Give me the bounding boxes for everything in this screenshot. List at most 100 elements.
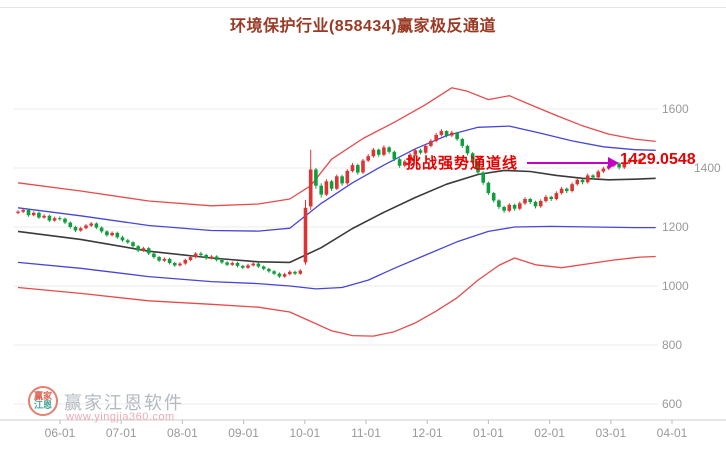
candle-body <box>256 263 261 267</box>
candle-body <box>455 132 459 140</box>
watermark-url: www.yingjia360.com <box>66 411 175 423</box>
candle-body <box>366 156 370 161</box>
candle-body <box>73 227 78 231</box>
candle-body <box>580 179 585 183</box>
candle-body <box>617 163 621 168</box>
candle-body <box>42 215 46 218</box>
candle-body <box>518 203 522 209</box>
candle-body <box>152 253 156 258</box>
candle-body <box>68 222 73 227</box>
candle-body <box>99 227 104 232</box>
x-axis-label: 02-01 <box>534 426 565 440</box>
candle-body <box>21 209 25 212</box>
candle-body <box>235 263 240 266</box>
candle-body <box>413 150 418 155</box>
x-axis-label: 06-01 <box>45 426 76 440</box>
candle-body <box>230 263 235 265</box>
candle-body <box>465 145 470 154</box>
candle-body <box>193 253 198 258</box>
candle-body <box>476 162 480 173</box>
candle-body <box>392 151 397 160</box>
candle-body <box>340 176 344 184</box>
candle-body <box>361 160 365 173</box>
top-border-line <box>0 7 726 8</box>
candle-body <box>470 153 475 163</box>
candle-body <box>622 162 627 168</box>
candle-body <box>596 171 600 178</box>
candle-body <box>533 201 538 207</box>
candle-body <box>214 256 219 260</box>
candle-body <box>84 225 88 229</box>
candle-body <box>507 204 512 211</box>
candle-body <box>565 188 569 192</box>
candle-body <box>528 199 532 202</box>
y-axis-label: 1600 <box>662 102 689 116</box>
candle-body <box>136 246 140 251</box>
candle-body <box>538 201 543 207</box>
candle-body <box>220 260 224 263</box>
candle-body <box>63 218 67 223</box>
candle-body <box>633 159 637 163</box>
x-axis-label: 03-01 <box>595 426 626 440</box>
candle-body <box>403 161 407 166</box>
candle-body <box>523 199 527 204</box>
candle-body <box>298 270 303 274</box>
annotation-arrow-head-icon <box>608 157 619 169</box>
x-axis-label: 01-01 <box>473 426 504 440</box>
candle-body <box>115 232 120 238</box>
candle-body <box>575 179 580 185</box>
channel-line-upper-inner <box>17 125 656 232</box>
candle-body <box>408 154 412 162</box>
x-axis-label: 09-01 <box>228 426 259 440</box>
y-axis-label: 600 <box>662 397 682 411</box>
candle-body <box>444 131 449 136</box>
candle-body <box>225 262 229 265</box>
candle-body <box>314 169 318 186</box>
candle-body <box>460 139 465 146</box>
candle-body <box>241 265 245 268</box>
candle-body <box>204 255 208 259</box>
channel-line-lower-inner <box>17 225 656 290</box>
candle-body <box>486 182 491 194</box>
candle-body <box>162 258 167 261</box>
last-price-label: 1429.0548 <box>620 151 696 168</box>
candle-body <box>387 147 391 152</box>
candle-body <box>105 231 109 236</box>
candle-body <box>293 271 297 274</box>
candle-body <box>497 200 501 207</box>
annotation-text: 挑战强势通道线 <box>406 155 519 172</box>
candle-body <box>16 211 20 213</box>
candle-body <box>188 257 193 260</box>
candle-body <box>418 150 423 153</box>
x-axis-label: 12-01 <box>412 426 443 440</box>
candle-body <box>345 170 350 184</box>
candle-body <box>382 147 386 155</box>
candle-body <box>350 165 355 171</box>
y-axis-label: 800 <box>662 338 682 352</box>
candle-body <box>89 223 93 226</box>
candle-body <box>246 265 250 268</box>
candle-body <box>94 223 99 228</box>
candle-body <box>267 268 271 272</box>
candle-body <box>397 159 402 166</box>
candle-body <box>251 263 255 266</box>
candle-body <box>58 218 62 220</box>
candle-body <box>209 256 214 259</box>
candle-body <box>570 184 574 191</box>
candle-body <box>167 258 172 263</box>
candle-body <box>272 271 276 274</box>
candle-body <box>131 242 135 247</box>
candle-body <box>585 175 590 183</box>
candle-body <box>324 181 329 195</box>
candle-body <box>371 149 376 157</box>
candle-body <box>319 185 323 195</box>
candle-body <box>512 204 517 209</box>
candle-body <box>277 273 282 277</box>
candle-body <box>544 196 548 201</box>
candle-body <box>591 175 595 178</box>
candle-body <box>31 212 36 216</box>
x-axis-label: 10-01 <box>289 426 320 440</box>
candle-body <box>502 206 506 211</box>
candle-body <box>37 212 41 218</box>
